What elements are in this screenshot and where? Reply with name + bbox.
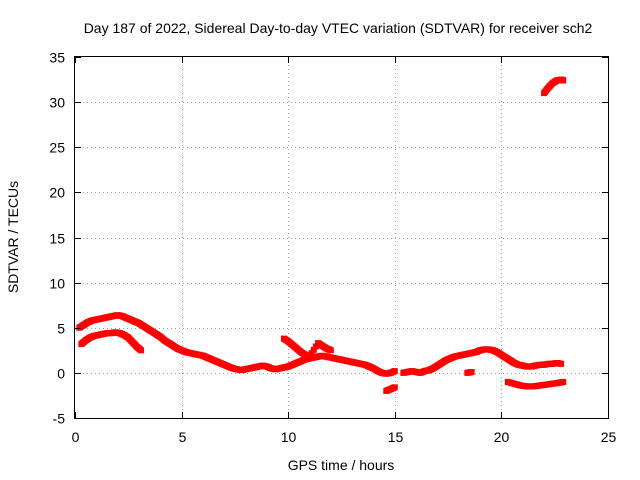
y-tick-label: 15 (49, 231, 65, 247)
y-tick-label: 10 (49, 276, 65, 292)
data-point-fill (310, 346, 317, 353)
x-axis-label: GPS time / hours (288, 457, 395, 473)
data-point (468, 368, 475, 375)
data-point-fill (308, 350, 315, 357)
y-tick-label: -5 (53, 411, 66, 427)
y-tick-label: 25 (49, 140, 65, 156)
data-point (560, 77, 567, 84)
chart-title: Day 187 of 2022, Sidereal Day-to-day VTE… (84, 20, 593, 36)
plot-frame (74, 56, 609, 419)
y-tick-label: 35 (49, 50, 65, 66)
series-5 (280, 335, 475, 394)
series-0 (76, 312, 398, 377)
series-2 (400, 346, 565, 376)
x-tick-label: 5 (179, 429, 187, 445)
y-tick-label: 5 (57, 321, 65, 337)
data-point (558, 360, 565, 367)
data-point (560, 378, 567, 385)
series-4 (541, 76, 567, 97)
grid (75, 57, 608, 418)
x-tick-label: 15 (388, 429, 404, 445)
y-axis-label: SDTVAR / TECUs (5, 181, 21, 293)
data-points (76, 76, 567, 394)
data-point (327, 347, 334, 354)
y-tick-label: 30 (49, 95, 65, 111)
y-axis-ticks: -5 0 5 10 15 20 25 30 35 (49, 50, 608, 427)
y-tick-label: 0 (57, 366, 65, 382)
y-tick-label: 20 (49, 185, 65, 201)
data-point (391, 384, 398, 391)
series-3 (504, 378, 567, 390)
x-tick-label: 20 (494, 429, 510, 445)
data-point (306, 353, 313, 360)
x-tick-label: 25 (601, 429, 617, 445)
x-tick-label: 10 (281, 429, 297, 445)
data-point (391, 368, 398, 375)
data-point-fill (312, 343, 319, 350)
data-point (138, 347, 145, 354)
series-1 (78, 329, 145, 354)
x-tick-label: 0 (72, 429, 80, 445)
